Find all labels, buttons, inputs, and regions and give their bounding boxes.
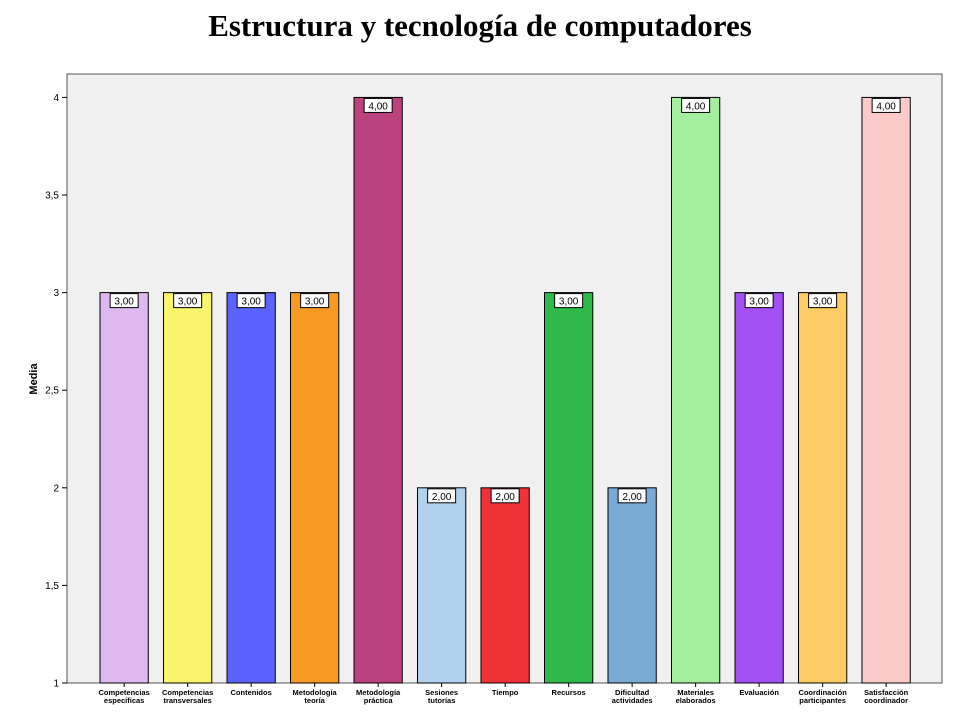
data-label-box [490, 488, 520, 504]
data-label: 3,00 [114, 297, 134, 308]
x-tick-label: teoría [304, 696, 325, 705]
x-tick-label: Tiempo [492, 688, 519, 697]
chart-title: Estructura y tecnología de computadores [208, 8, 752, 43]
x-tick-label: Evaluación [739, 688, 779, 697]
data-label-box [236, 293, 266, 309]
x-tick-label: Sesiones [425, 688, 458, 697]
x-tick-label: Materiales [677, 688, 714, 697]
bar [163, 292, 213, 684]
y-tick-label: 4 [53, 93, 59, 104]
data-label: 3,00 [749, 297, 769, 308]
x-tick-label: Dificultad [615, 688, 650, 697]
x-tick-label: Recursos [552, 688, 586, 697]
data-label: 3,00 [241, 297, 261, 308]
x-tick-label: específicas [104, 696, 144, 705]
x-tick-label: Contenidos [231, 688, 272, 697]
bar [226, 292, 276, 684]
bar [99, 292, 149, 684]
x-tick-label: práctica [364, 696, 394, 705]
bar [480, 487, 530, 684]
bar [797, 292, 848, 684]
x-tick-label: Satisfacción [864, 688, 909, 697]
x-tick-label: Coordinación [798, 688, 847, 697]
x-tick-label: elaborados [676, 696, 716, 705]
data-label: 4,00 [686, 101, 706, 112]
data-label: 3,00 [559, 297, 579, 308]
y-tick-label: 1,5 [45, 581, 59, 592]
data-label-box [427, 488, 457, 504]
y-axis: 1 1,5 2 2,5 3 3,5 4 [45, 93, 67, 690]
x-axis-labels: CompetenciasespecíficasCompetenciastrans… [99, 683, 909, 705]
x-tick-label: participantes [799, 696, 846, 705]
data-label-box [173, 293, 203, 309]
y-tick-label: 1 [53, 679, 59, 690]
data-label: 2,00 [495, 492, 515, 503]
data-label: 4,00 [368, 101, 388, 112]
x-tick-label: Metodología [356, 688, 401, 697]
bars: 3,00 3,00 3,00 3,00 4,00 2,00 2,00 3,00 2,00 4,00… [99, 96, 911, 684]
data-label: 4,00 [876, 101, 896, 112]
bar [544, 292, 594, 684]
y-tick-label: 3 [53, 288, 59, 299]
data-label-box [744, 293, 774, 309]
data-label-box [808, 293, 838, 309]
x-tick-label: tutorías [428, 696, 456, 705]
data-label-box [617, 488, 647, 504]
data-label-box [300, 293, 330, 309]
bar [417, 487, 467, 684]
data-label-box [554, 293, 584, 309]
y-tick-label: 2,5 [45, 386, 59, 397]
x-tick-label: Metodología [293, 688, 338, 697]
x-tick-label: actividades [612, 696, 653, 705]
bar [861, 96, 911, 684]
x-tick-label: Competencias [162, 688, 213, 697]
y-tick-label: 3,5 [45, 191, 59, 202]
data-label-box [871, 97, 901, 113]
x-tick-label: transversales [163, 696, 211, 705]
bar [607, 487, 657, 684]
x-tick-label: coordinador [864, 696, 908, 705]
data-label-box [363, 97, 393, 113]
data-label-box [681, 97, 711, 113]
bar [670, 96, 721, 684]
y-tick-label: 2 [53, 483, 59, 494]
bar [734, 292, 784, 684]
y-axis-label: Media [28, 363, 40, 395]
bar [353, 96, 403, 684]
data-label: 3,00 [305, 297, 325, 308]
bar [290, 292, 340, 684]
data-label: 3,00 [813, 297, 833, 308]
data-label: 2,00 [622, 492, 642, 503]
data-label: 3,00 [178, 297, 198, 308]
x-tick-label: Competencias [99, 688, 150, 697]
data-label: 2,00 [432, 492, 452, 503]
data-label-box [109, 293, 139, 309]
